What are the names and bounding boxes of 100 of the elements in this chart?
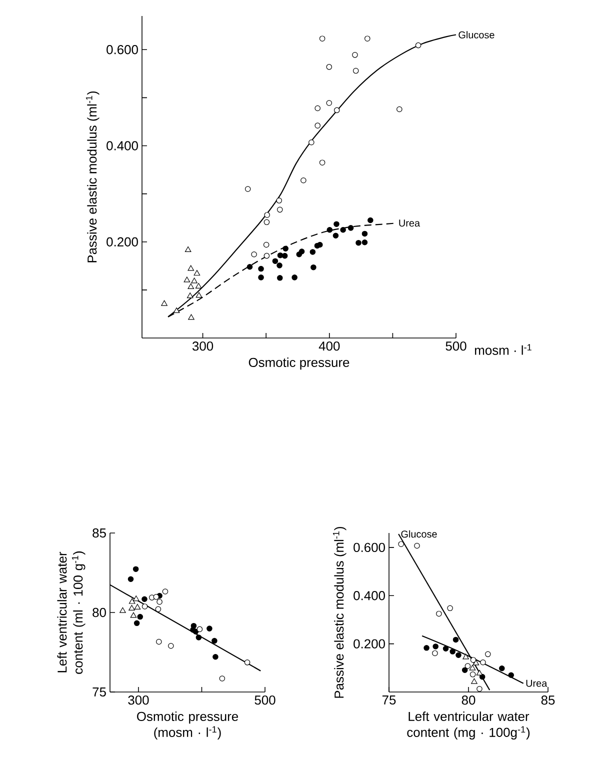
point <box>414 542 420 549</box>
point <box>212 638 218 644</box>
point <box>334 221 340 227</box>
point <box>334 107 340 114</box>
point <box>364 36 370 42</box>
point <box>282 252 288 259</box>
point <box>168 642 174 649</box>
point <box>469 664 476 670</box>
point <box>134 620 140 626</box>
point <box>326 64 332 70</box>
point <box>470 657 476 663</box>
point <box>326 100 332 106</box>
point <box>310 249 316 255</box>
point <box>192 628 199 634</box>
x-tick-label: 85 <box>541 696 555 705</box>
y-tick-label: 0.400 <box>106 141 138 150</box>
point <box>142 604 148 610</box>
point <box>162 588 168 594</box>
point <box>188 314 194 320</box>
point <box>161 300 168 306</box>
point <box>132 596 140 602</box>
point <box>130 612 137 618</box>
x-tick-label: 500 <box>254 696 276 705</box>
point <box>128 598 136 604</box>
series-label: Glucose <box>458 31 494 38</box>
point <box>398 541 404 547</box>
point <box>196 292 202 298</box>
point <box>134 604 141 610</box>
point <box>276 262 282 268</box>
y-tick-label: 0.200 <box>354 639 385 648</box>
point <box>188 283 194 289</box>
x-tick-label: 300 <box>128 696 149 705</box>
point <box>319 160 326 166</box>
point <box>362 230 368 237</box>
point <box>352 52 358 58</box>
point <box>246 264 253 270</box>
point <box>436 610 442 617</box>
point <box>188 265 194 271</box>
series-label: Urea <box>526 680 548 687</box>
point <box>272 258 278 264</box>
point <box>348 225 354 231</box>
y-axis-title: Passive elastic modulus (ml$^{-1}$) <box>332 526 346 698</box>
x-tick-label: 80 <box>462 696 476 705</box>
point <box>310 264 316 270</box>
point <box>194 270 200 276</box>
point <box>396 106 402 112</box>
point <box>276 206 283 213</box>
y-tick-label: 0.600 <box>106 45 138 54</box>
point <box>472 660 480 666</box>
point <box>206 626 212 632</box>
point <box>191 278 198 284</box>
point <box>153 594 160 600</box>
y-tick-label: 0.600 <box>354 542 385 552</box>
point <box>155 606 162 612</box>
point <box>485 651 491 658</box>
point <box>471 678 478 684</box>
y-axis-title: Left ventricular water content (ml · 100 g$^{-1}$) <box>57 551 86 674</box>
point <box>258 266 264 272</box>
point <box>276 275 283 281</box>
x-tick-label: 400 <box>318 342 340 351</box>
point <box>186 292 194 298</box>
x-axis-title: Osmotic pressure <box>248 358 350 370</box>
point <box>340 226 346 233</box>
point <box>137 614 144 620</box>
point <box>282 246 288 252</box>
point <box>452 636 459 643</box>
point <box>314 105 321 112</box>
series-label: Urea <box>399 220 420 227</box>
point <box>442 646 449 652</box>
point <box>476 670 483 676</box>
point <box>244 186 251 192</box>
x-tick-label: 500 <box>446 342 466 351</box>
point <box>263 242 270 248</box>
point <box>352 68 359 74</box>
point <box>450 648 456 654</box>
point <box>300 177 306 184</box>
point <box>184 276 190 282</box>
point <box>195 282 202 289</box>
point <box>464 663 471 669</box>
point <box>128 576 134 582</box>
point <box>264 219 270 226</box>
point <box>156 598 162 605</box>
point <box>142 596 148 602</box>
point <box>196 626 203 632</box>
point <box>432 650 438 656</box>
point <box>132 566 139 572</box>
point <box>212 654 218 660</box>
text: mosm · l$^{-1}$ <box>474 344 532 355</box>
point <box>508 672 514 678</box>
point <box>184 246 192 252</box>
point <box>276 198 282 204</box>
point <box>499 666 505 672</box>
x-tick-label: 300 <box>192 342 214 351</box>
point <box>447 605 453 612</box>
point <box>314 122 321 128</box>
y-tick-label: 85 <box>92 528 106 538</box>
point <box>362 239 368 246</box>
point <box>470 672 476 678</box>
point <box>415 42 422 48</box>
point <box>326 226 333 233</box>
